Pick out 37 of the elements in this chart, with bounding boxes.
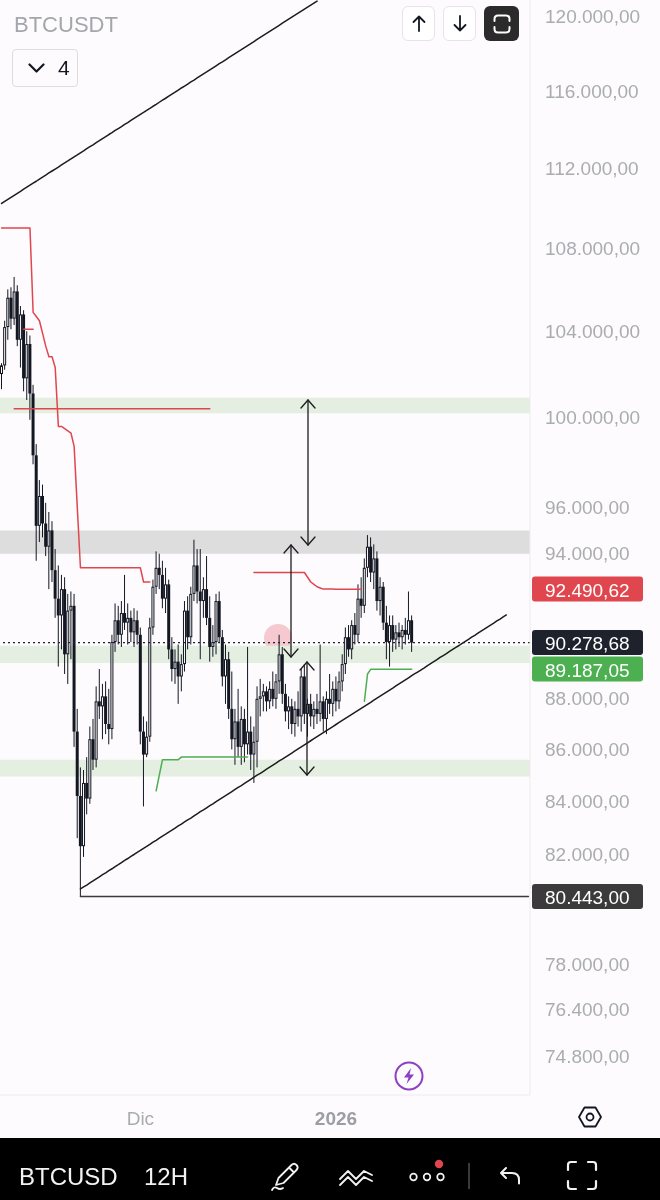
candlestick <box>261 683 265 712</box>
line-series <box>0 0 318 205</box>
candlestick <box>309 693 313 728</box>
text: 89.187,05 <box>545 659 630 681</box>
y-tick-label: 86.000,00 <box>545 738 630 760</box>
y-tick-label: 88.000,00 <box>545 688 630 710</box>
y-tick-label: 94.000,00 <box>545 543 630 565</box>
y-tick-label: 82.000,00 <box>545 843 630 865</box>
candlestick <box>265 685 268 712</box>
candlestick <box>271 671 275 707</box>
annotation: 4 <box>58 55 70 81</box>
y-tick-label: 116.000,00 <box>545 80 639 102</box>
candlestick <box>328 673 332 715</box>
y-tick-label: 78.000,00 <box>545 953 630 975</box>
text: 92.490,62 <box>545 579 630 601</box>
y-tick-label: 96.000,00 <box>545 496 630 518</box>
x-tick-label: Dic <box>126 1107 155 1129</box>
x-tick-label: 2026 <box>314 1107 358 1129</box>
y-tick-label: 74.800,00 <box>545 1045 630 1067</box>
candlestick <box>290 698 294 735</box>
y-tick-label: 84.000,00 <box>545 790 630 812</box>
candlestick <box>176 644 180 705</box>
toggle-button: 4 <box>12 49 78 87</box>
candlestick <box>334 675 338 712</box>
candlestick <box>406 591 410 641</box>
candlestick <box>318 644 322 722</box>
y-tick-label: 120.000,00 <box>545 5 641 27</box>
data-label: 80.443,00 <box>545 886 630 908</box>
ref-line-label: 90.278,68 <box>545 633 630 655</box>
y-tick-label: 104.000,00 <box>545 320 641 342</box>
bottom-panel: BTCUSD 12H <box>0 1138 660 1200</box>
text: BTCUSDT <box>14 11 118 39</box>
y-tick-label: 76.400,00 <box>545 999 630 1021</box>
line-series <box>155 756 249 792</box>
y-tick-label: 100.000,00 <box>545 407 641 429</box>
y-tick-label: 108.000,00 <box>545 237 641 259</box>
y-tick-label: 112.000,00 <box>545 157 639 179</box>
